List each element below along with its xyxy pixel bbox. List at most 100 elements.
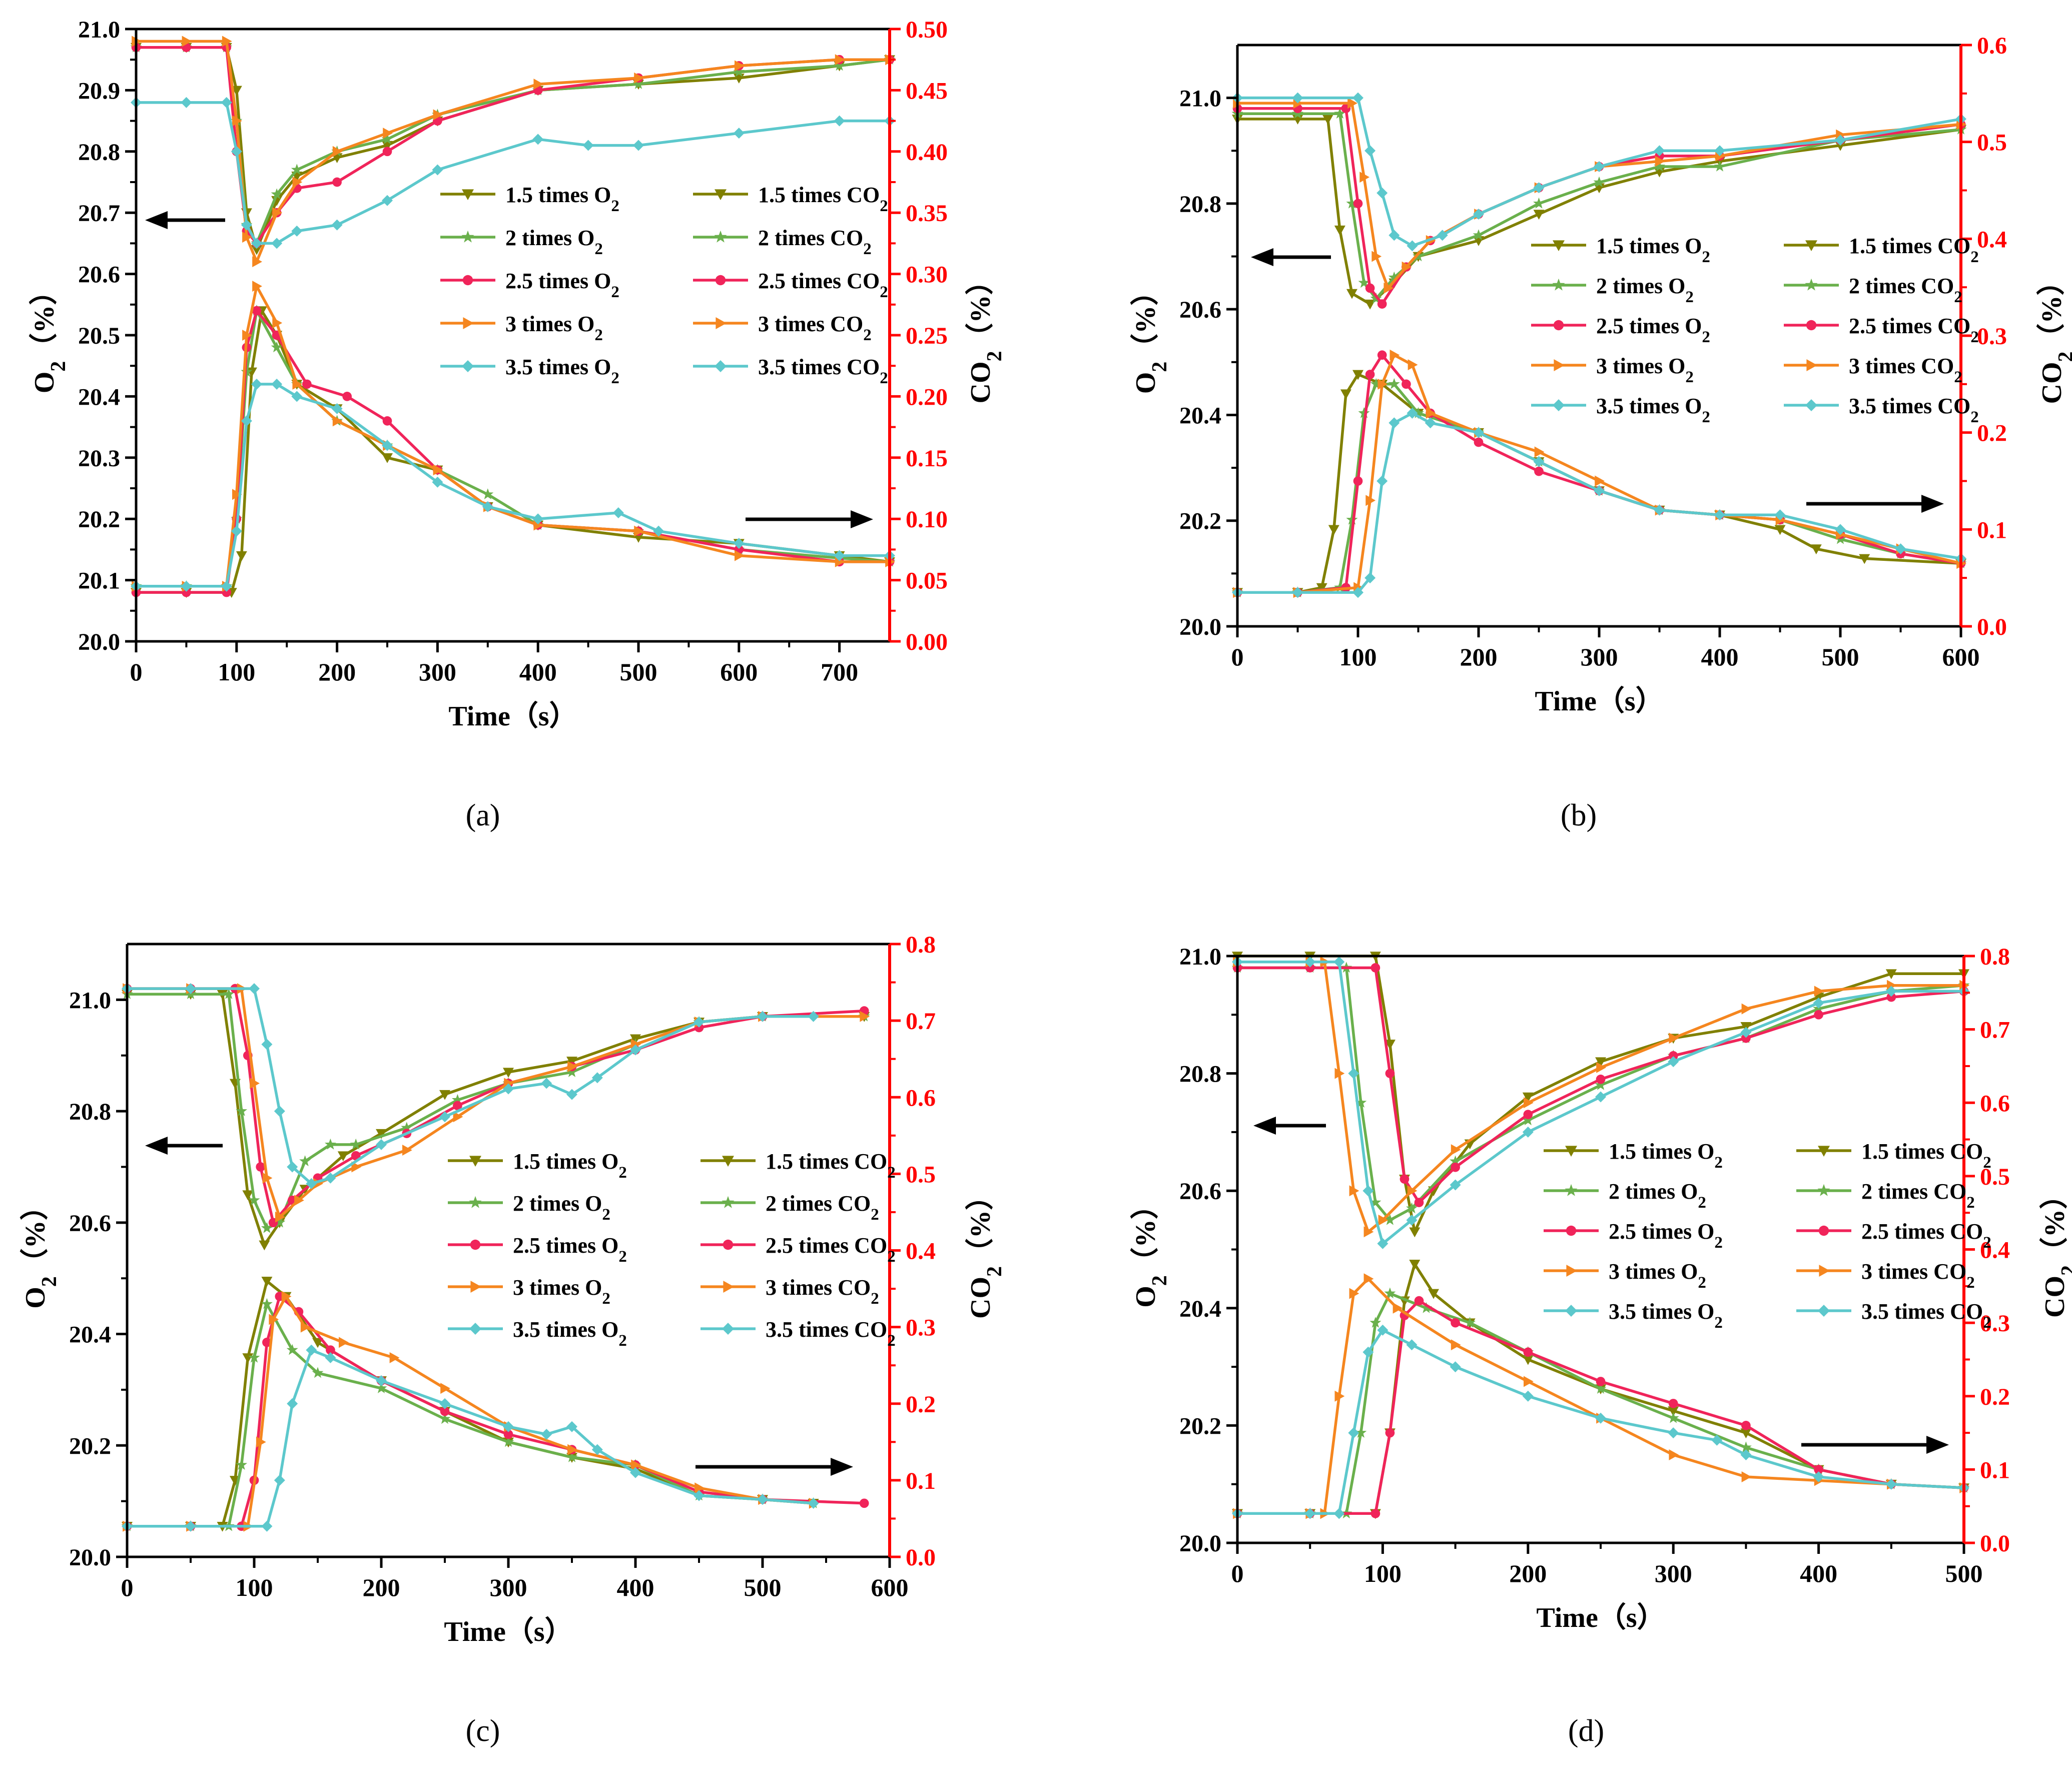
legend-label: 1.5 times O2 (1609, 1139, 1723, 1172)
series-line (127, 987, 814, 1185)
data-point (382, 453, 393, 463)
data-point (1534, 446, 1545, 458)
series-3-o2 (132, 36, 895, 268)
data-point (1355, 1097, 1367, 1108)
data-point (733, 538, 745, 549)
data-point (271, 341, 283, 353)
right-y-axis-title: CO2（%） (2039, 1181, 2072, 1318)
right-y-tick-label: 0.3 (906, 1315, 936, 1341)
data-point (232, 115, 242, 127)
data-point (306, 1344, 317, 1356)
right-y-tick-label: 0.35 (906, 200, 948, 227)
x-tick-label: 100 (1364, 1559, 1402, 1587)
data-point (250, 1078, 260, 1089)
legend-label: 2 times CO2 (1861, 1179, 1975, 1212)
right-y-tick-label: 0.5 (1977, 130, 2007, 156)
left-y-tick-label: 20.2 (1179, 508, 1221, 535)
data-point (185, 1520, 196, 1532)
data-point (383, 128, 393, 139)
legend-item: 3.5 times O2 (440, 355, 619, 387)
left-y-tick-label: 20.7 (78, 200, 120, 227)
data-point (532, 134, 544, 145)
data-point (1740, 1428, 1752, 1439)
data-point (1524, 1376, 1534, 1387)
legend-label: 3 times O2 (513, 1275, 610, 1308)
data-point (1774, 509, 1786, 521)
right-y-tick-label: 0.30 (906, 262, 948, 288)
panel-caption: (d) (1568, 1714, 1604, 1748)
data-point (432, 164, 443, 176)
data-point (1389, 230, 1400, 241)
data-point (401, 1122, 413, 1133)
data-point (1406, 1214, 1418, 1226)
data-point (256, 1436, 266, 1448)
data-point (735, 60, 745, 72)
legend-label: 2 times O2 (1596, 274, 1694, 306)
legend-item: 2.5 times CO2 (1784, 314, 1979, 346)
data-point (695, 1482, 705, 1494)
data-point (1370, 378, 1382, 389)
data-point (1292, 587, 1303, 598)
data-point (337, 1151, 349, 1162)
data-point (1359, 172, 1370, 183)
data-point (1596, 1377, 1606, 1386)
right-y-tick-label: 0.8 (906, 932, 936, 958)
legend-marker (1806, 359, 1817, 371)
data-point (1304, 956, 1316, 968)
legend-item: 2.5 times O2 (448, 1233, 627, 1266)
data-point (1393, 1302, 1403, 1314)
right-y-tick-label: 0.05 (906, 568, 948, 594)
data-point (1668, 1427, 1679, 1439)
data-point (757, 1011, 768, 1022)
data-point (1473, 229, 1485, 241)
legend-label: 3 times O2 (1609, 1259, 1706, 1292)
data-point (835, 54, 845, 66)
data-point (241, 366, 253, 377)
x-tick-label: 700 (821, 658, 858, 686)
left-y-tick-label: 21.0 (1179, 944, 1221, 970)
legend-marker (722, 1323, 734, 1335)
data-point (1348, 1427, 1359, 1439)
data-point (1668, 1406, 1679, 1417)
data-point (1534, 466, 1544, 476)
data-point (1408, 359, 1418, 371)
legend-label: 3.5 times CO2 (1849, 394, 1979, 426)
right-y-axis-title: CO2（%） (965, 1182, 1006, 1319)
legend-item: 3 times CO2 (701, 1275, 879, 1308)
data-point (274, 1216, 286, 1228)
data-point (1328, 525, 1339, 535)
data-point (1388, 271, 1400, 283)
data-point (1524, 1097, 1534, 1109)
series-2-o2 (121, 988, 870, 1233)
data-point (291, 225, 303, 237)
legend-marker (1565, 1305, 1577, 1317)
data-point (382, 440, 393, 451)
data-point (249, 983, 260, 995)
data-point (541, 1429, 552, 1440)
right-y-tick-label: 0.3 (1980, 1310, 2010, 1337)
data-point (262, 1337, 272, 1347)
legend-marker (716, 317, 727, 329)
data-point (735, 550, 745, 561)
data-point (252, 306, 262, 316)
data-point (631, 1459, 641, 1471)
data-point (503, 1068, 514, 1078)
data-point (1400, 1174, 1410, 1184)
right-y-tick-label: 0.7 (906, 1008, 936, 1035)
data-point (1450, 1179, 1461, 1191)
data-point (532, 513, 544, 525)
legend-item: 1.5 times CO2 (693, 183, 888, 215)
series-3_5-co2 (122, 1344, 819, 1532)
data-point (271, 188, 283, 200)
data-point (1402, 261, 1412, 273)
data-point (261, 1039, 273, 1050)
legend-marker (715, 360, 727, 372)
data-point (1451, 1144, 1461, 1156)
legend-label: 1.5 times CO2 (758, 183, 888, 215)
data-point (591, 1444, 603, 1455)
data-point (1346, 197, 1358, 209)
data-point (1740, 1027, 1752, 1038)
data-point (251, 238, 262, 249)
legend-item: 3 times O2 (440, 312, 603, 344)
